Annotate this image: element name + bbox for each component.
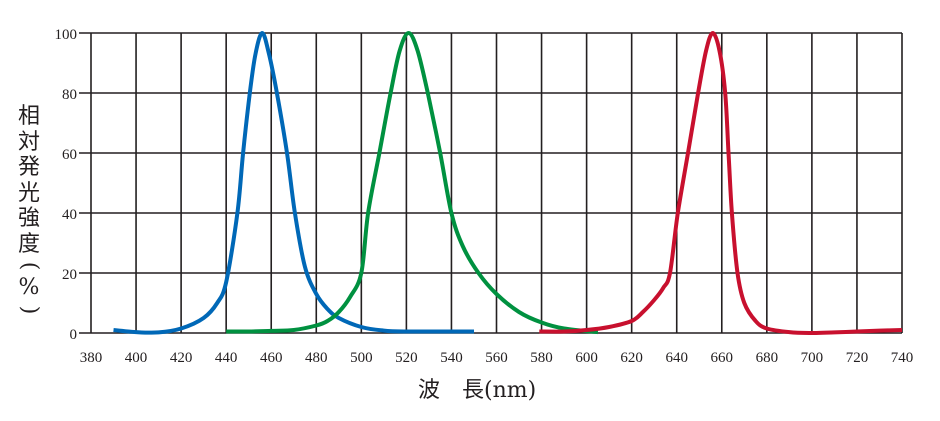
y-tick-label: 80 [62,87,77,103]
x-tick-label: 520 [395,350,418,366]
y-tick-label: 0 [70,327,78,343]
x-tick-label: 540 [440,350,463,366]
x-tick-label: 460 [260,350,283,366]
x-tick-label: 640 [665,350,688,366]
x-tick-label: 720 [846,350,869,366]
grid-lines [79,32,903,334]
x-tick-label: 560 [485,350,508,366]
data-series [113,31,903,336]
y-axis-label-char: 相 [17,104,40,129]
y-axis-label-char: 強 [17,206,40,231]
y-axis-label-char: 対 [17,129,40,155]
y-axis-label-char: 発 [17,155,40,180]
y-axis-label-char: 度 [17,231,40,257]
y-tick-label: 60 [62,147,77,163]
y-axis-label-char: ( [17,261,42,271]
x-tick-label: 620 [620,350,643,366]
x-tick-label: 680 [756,350,779,366]
x-tick-label: 580 [530,350,553,366]
x-tick-label: 700 [801,350,824,366]
x-tick-label: 420 [170,350,193,366]
x-tick-label: 740 [891,350,914,366]
series-red-curve [539,31,903,336]
x-tick-label: 660 [711,350,734,366]
x-tick-label: 500 [350,350,373,366]
y-axis-ticks: 0 20 40 60 80 100 [55,27,78,343]
y-tick-label: 40 [62,207,77,223]
x-tick-label: 440 [215,350,238,366]
y-axis-label: 相対発光強度 (%) [16,104,42,319]
x-tick-label: 380 [80,350,103,366]
x-tick-label: 400 [125,350,148,366]
y-tick-label: 100 [55,27,78,43]
y-tick-label: 20 [62,267,77,283]
x-axis-ticks: 380 400 420 440 460 480 500 520 540 560 580 600 620 6… [80,350,914,366]
series-blue-curve [113,31,474,335]
y-axis-label-char: % [18,275,40,300]
x-tick-label: 600 [575,350,598,366]
y-axis-label-char: 光 [17,180,40,206]
x-axis-label: 波 長(nm) [418,378,537,403]
series-green-curve [226,31,599,335]
y-axis-label-char: ) [17,305,42,314]
x-tick-label: 480 [305,350,328,366]
